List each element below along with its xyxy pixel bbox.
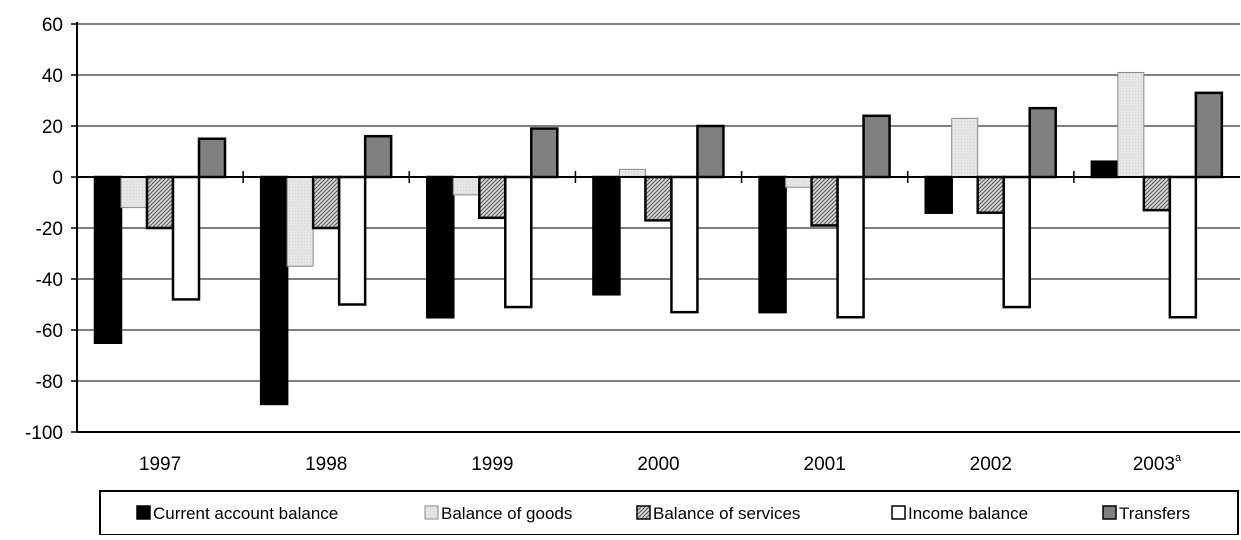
x-tick-label: 2001 [804,454,846,475]
bar-income-balance [670,175,699,314]
x-tick-label: 2003a [1133,452,1182,475]
y-tick-label: -20 [36,219,63,240]
y-tick-label: 40 [42,66,63,87]
bar-balance-of-goods [286,176,314,267]
bar-transfers [363,134,393,179]
bar-transfers [696,124,725,179]
bar-current-account-balance [93,175,123,344]
bar-income-balance [836,175,865,319]
bar-income-balance [1002,175,1031,309]
bar-balance-of-services [644,175,673,222]
bar-balance-of-services [145,175,175,230]
x-tick-label: 1998 [305,454,347,475]
legend-label: Balance of goods [441,504,572,523]
bars [93,71,1224,406]
legend-swatch [136,505,151,520]
legend: Current account balance Balance of goods B… [99,490,1239,536]
y-tick-label: -40 [36,270,63,291]
bar-balance-of-goods [951,117,979,178]
legend-swatch [424,505,439,520]
bar-income-balance [1168,175,1198,319]
legend-label: Income balance [908,504,1028,523]
bar-balance-of-goods [120,176,148,209]
bar-transfers [1028,106,1057,179]
legend-label: Transfers [1119,504,1190,523]
y-tick-label: 0 [52,168,63,189]
y-tick-label: 60 [42,15,63,36]
x-tick-label: 2002 [970,454,1012,475]
bar-current-account-balance [924,175,953,214]
bar-current-account-balance [1090,160,1120,179]
legend-box [99,490,1239,536]
y-tick-label: -60 [36,321,63,342]
legend-swatch [891,505,906,520]
bar-balance-of-goods [618,168,646,178]
y-tick-label: -100 [25,423,63,444]
bar-transfers [530,127,559,179]
y-tick-label: 20 [42,117,63,138]
legend-swatch [1102,505,1117,520]
bar-income-balance [504,175,533,309]
x-tick-label: 1999 [471,454,513,475]
legend-swatch [636,505,651,520]
bar-balance-of-goods [452,176,480,196]
bar-income-balance [171,175,201,301]
bar-transfers [862,114,891,179]
bar-balance-of-goods [1117,71,1145,178]
bar-current-account-balance [426,175,455,319]
y-tick-label: -80 [36,372,63,393]
x-tick-label: 1997 [139,454,181,475]
bar-transfers [1194,91,1224,179]
bar-balance-of-services [810,175,839,227]
bar-current-account-balance [758,175,787,314]
bar-balance-of-services [478,175,507,220]
legend-label: Balance of services [653,504,800,523]
bar-income-balance [337,175,367,306]
bar-transfers [197,137,227,179]
bar-balance-of-services [976,175,1005,214]
bar-balance-of-goods [785,176,813,188]
bar-balance-of-services [311,175,341,230]
x-tick-label: 2000 [637,454,679,475]
axes: 60 40 20 0 -20 -40 -60 -80 -100 1997 1998 1999 2000 2… [25,15,1240,475]
bar-current-account-balance [592,175,621,296]
bar-balance-of-services [1142,175,1172,212]
bar-current-account-balance [259,175,289,406]
x-tick-superscript: a [1175,452,1182,464]
legend-label: Current account balance [153,504,338,523]
